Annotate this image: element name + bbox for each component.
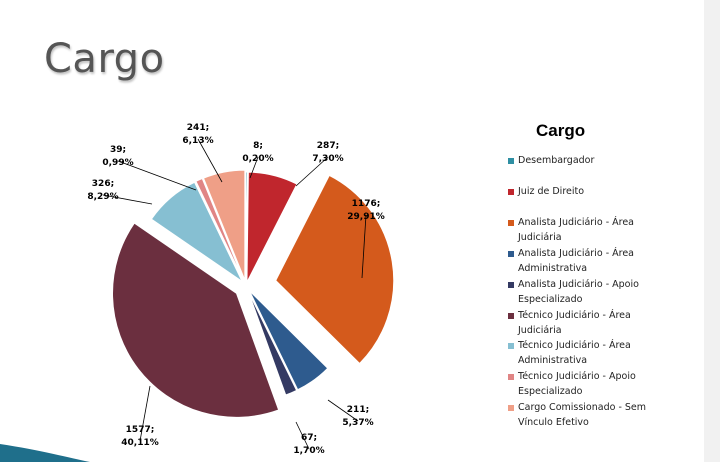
legend-swatch <box>508 189 514 195</box>
pie-slice <box>150 181 244 283</box>
legend-item: Analista Judiciário - Apoio Especializad… <box>508 277 698 307</box>
legend-item: Cargo Comissionado - Sem Vínculo Efetivo <box>508 400 698 430</box>
legend-label: Analista Judiciário - Área Administrativ… <box>518 248 634 274</box>
legend-item: Técnico Judiciário - Área Judiciária <box>508 308 698 338</box>
slide-title: Cargo <box>44 36 165 82</box>
legend-swatch <box>508 374 514 380</box>
leader-line <box>139 385 151 442</box>
pie-slice <box>245 171 248 283</box>
legend-label: Técnico Judiciário - Apoio Especializado <box>518 371 636 397</box>
pie-slice <box>275 174 395 365</box>
legend-label: Técnico Judiciário - Área Judiciária <box>518 310 631 336</box>
legend-item: Analista Judiciário - Área Judiciária <box>508 215 698 245</box>
data-labels: 8; 0,20% 287; 7,30% 1176; 29,91% 211; 5,37% 67; 1… <box>87 123 384 456</box>
data-label: 8; 0,20% <box>242 141 273 164</box>
legend-label: Juiz de Direito <box>518 186 585 197</box>
legend-item: Técnico Judiciário - Apoio Especializado <box>508 369 698 399</box>
data-label: 1176; 29,91% <box>347 199 385 222</box>
data-label: 67; 1,70% <box>293 433 324 456</box>
data-label: 211; 5,37% <box>342 405 373 428</box>
legend-label: Analista Judiciário - Apoio Especializad… <box>518 279 639 305</box>
legend-label: Analista Judiciário - Área Judiciária <box>518 217 634 243</box>
legend-swatch <box>508 282 514 288</box>
legend-item: Analista Judiciário - Área Administrativ… <box>508 246 698 276</box>
pie-slice <box>249 290 329 391</box>
data-label: 326; 8,29% <box>87 179 118 202</box>
pie-slice <box>246 171 298 283</box>
leader-line <box>197 138 223 183</box>
legend-label: Cargo Comissionado - Sem Vínculo Efetivo <box>518 402 647 428</box>
pie-slice <box>202 169 246 281</box>
leader-line <box>295 156 329 187</box>
leader-line <box>249 156 259 179</box>
leader-line <box>117 160 197 191</box>
data-label: 1577; 40,11% <box>121 425 159 448</box>
legend-item: Juiz de Direito <box>508 184 698 199</box>
legend-label: Técnico Judiciário - Área Administrativa <box>518 340 631 366</box>
pie-slice <box>247 291 298 396</box>
pie-slice <box>195 177 245 281</box>
leader-line <box>295 421 310 450</box>
legend-item: Desembargador <box>508 153 698 168</box>
legend-swatch <box>508 343 514 349</box>
leader-line <box>102 194 153 205</box>
legend-title: Cargo <box>536 121 586 140</box>
data-label: 287; 7,30% <box>312 141 343 164</box>
window-edge <box>704 0 720 462</box>
legend-label: Desembargador <box>518 155 595 166</box>
pie-chart: 8; 0,20% 287; 7,30% 1176; 29,91% 211; 5,37% 67; 1… <box>87 123 395 456</box>
slide: Cargo 8; 0,20% 287; 7,30% 1176; 29,91% 211; 5,3… <box>0 0 704 462</box>
leader-line <box>327 399 359 422</box>
leader-lines <box>102 138 367 450</box>
leader-line <box>361 214 367 279</box>
pie-slice <box>112 222 280 418</box>
pie-slices <box>112 169 395 418</box>
data-label: 39; 0,99% <box>102 145 133 168</box>
legend-swatch <box>508 251 514 257</box>
footer-wave <box>0 444 90 462</box>
legend-item: Técnico Judiciário - Área Administrativa <box>508 338 698 368</box>
legend-swatch <box>508 220 514 226</box>
legend-swatch <box>508 405 514 411</box>
legend-swatch <box>508 313 514 319</box>
legend-swatch <box>508 158 514 164</box>
data-label: 241; 6,13% <box>182 123 213 146</box>
